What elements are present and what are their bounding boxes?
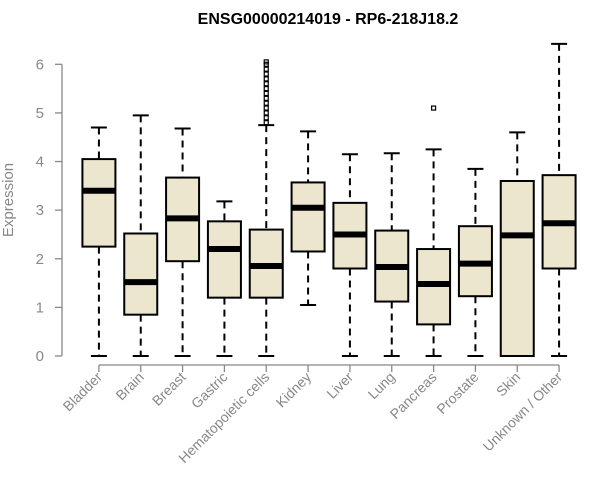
chart-title: ENSG00000214019 - RP6-218J18.2	[198, 11, 459, 28]
x-tick-label: Lung	[365, 369, 398, 402]
y-axis-label: Expression	[0, 163, 17, 237]
iqr-box	[499, 179, 535, 357]
x-tick-label: Unknown / Other	[480, 369, 566, 455]
box-kidney	[290, 130, 326, 306]
iqr-box	[123, 232, 159, 316]
outlier-point	[263, 76, 269, 82]
outlier-point	[263, 59, 269, 65]
x-tick-label: Brain	[112, 369, 146, 403]
iqr-box	[81, 158, 117, 248]
outlier-point	[263, 81, 269, 87]
box-prostate	[457, 167, 493, 357]
y-tick-label: 2	[36, 251, 44, 268]
x-tick-label: Kidney	[273, 369, 315, 411]
x-tick-label: Skin	[493, 369, 524, 400]
outlier-point	[263, 120, 269, 126]
iqr-box	[290, 181, 326, 253]
outlier-point	[263, 110, 269, 116]
box-unknown-other	[541, 42, 577, 357]
outlier-point	[263, 71, 269, 77]
box-pancreas	[416, 105, 452, 357]
y-tick-label: 0	[36, 348, 44, 365]
x-tick-label: Prostate	[433, 369, 481, 417]
outlier-point	[263, 115, 269, 121]
y-axis: 0 1 2 3 4 5 6	[36, 56, 63, 365]
box-bladder	[81, 126, 117, 357]
outlier-point	[263, 90, 269, 97]
box-liver	[332, 153, 368, 357]
outlier-point	[263, 86, 269, 92]
outlier-point	[263, 66, 269, 72]
outlier-point	[263, 100, 269, 106]
outlier-point	[263, 95, 269, 101]
box-brain	[123, 114, 159, 357]
boxes-group	[81, 42, 577, 357]
outlier-point	[430, 105, 437, 111]
y-tick-label: 3	[36, 202, 44, 219]
x-tick-label: Breast	[149, 369, 189, 409]
y-tick-label: 6	[36, 56, 44, 73]
y-tick-label: 1	[36, 299, 44, 316]
box-skin	[499, 131, 535, 357]
x-tick-label: Bladder	[60, 369, 106, 415]
box-breast	[165, 127, 201, 357]
box-lung	[374, 152, 410, 357]
box-gastric	[206, 200, 242, 357]
y-tick-label: 4	[36, 154, 44, 171]
x-tick-label: Pancreas	[387, 369, 440, 422]
iqr-box	[206, 220, 242, 299]
outlier-point	[263, 105, 269, 111]
x-tick-label: Liver	[323, 369, 356, 402]
y-tick-label: 5	[36, 105, 44, 122]
box-hematopoietic-cells	[248, 59, 284, 357]
